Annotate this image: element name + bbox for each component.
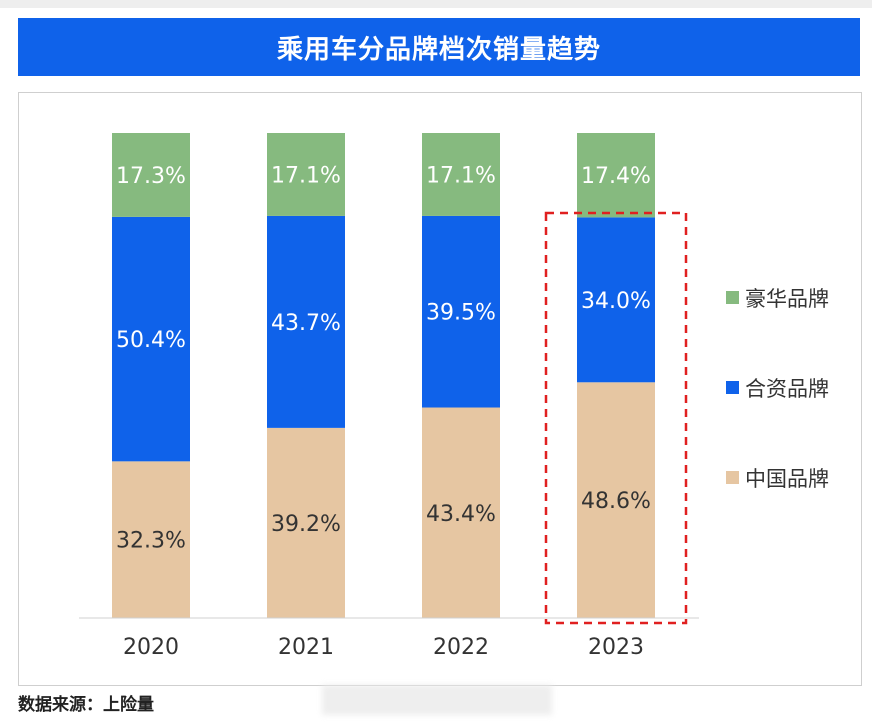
data-label-2021-1: 43.7% <box>271 311 341 336</box>
bar-segment-2023-0 <box>577 382 655 618</box>
stacked-bar-chart: 32.3% 50.4% 17.3% 2020 39.2% 43.7% 17.1% 2021 43… <box>79 133 829 660</box>
legend-swatch-2 <box>726 471 739 484</box>
bar-segment-2022-0 <box>422 407 500 618</box>
x-tick-label-2022: 2022 <box>433 635 489 660</box>
top-edge-strip <box>0 0 872 8</box>
bar-segment-2023-1 <box>577 217 655 383</box>
chart-title-banner: 乘用车分品牌档次销量趋势 <box>18 18 860 76</box>
data-label-2022-1: 39.5% <box>426 301 496 326</box>
data-label-2021-0: 39.2% <box>271 512 341 537</box>
bar-segment-2023-2 <box>577 133 655 218</box>
data-label-2023-2: 17.4% <box>581 164 651 189</box>
highlight-box-2023 <box>544 211 688 625</box>
bar-segment-2022-1 <box>422 215 500 408</box>
legend-label-2: 中国品牌 <box>745 467 829 491</box>
data-label-2023-0: 48.6% <box>581 489 651 514</box>
legend-swatch-0 <box>726 291 739 304</box>
legend-swatch-1 <box>726 381 739 394</box>
chart-title: 乘用车分品牌档次销量趋势 <box>276 34 601 65</box>
x-tick-label-2020: 2020 <box>123 635 179 660</box>
bar-segment-2020-1 <box>112 216 190 462</box>
data-label-2022-2: 17.1% <box>426 163 496 188</box>
bar-segment-2022-2 <box>422 133 500 216</box>
data-label-2022-0: 43.4% <box>426 502 496 527</box>
bar-segment-2021-2 <box>267 133 345 216</box>
data-label-2020-1: 50.4% <box>116 328 186 353</box>
chart-frame: 32.3% 50.4% 17.3% 2020 39.2% 43.7% 17.1% 2021 43… <box>18 92 862 686</box>
bar-segment-2021-1 <box>267 215 345 428</box>
data-label-2020-0: 32.3% <box>116 529 186 554</box>
blurred-watermark <box>322 685 552 715</box>
legend-label-1: 合资品牌 <box>745 377 829 401</box>
bar-segment-2020-2 <box>112 133 190 217</box>
bar-segment-2020-0 <box>112 461 190 618</box>
x-tick-label-2021: 2021 <box>278 635 334 660</box>
data-label-2023-1: 34.0% <box>581 289 651 314</box>
data-label-2021-2: 17.1% <box>271 163 341 188</box>
data-label-2020-2: 17.3% <box>116 164 186 189</box>
data-source-note: 数据来源：上险量 <box>18 695 154 715</box>
x-tick-label-2023: 2023 <box>588 635 644 660</box>
bar-segment-2021-0 <box>267 427 345 618</box>
legend-label-0: 豪华品牌 <box>745 287 829 311</box>
